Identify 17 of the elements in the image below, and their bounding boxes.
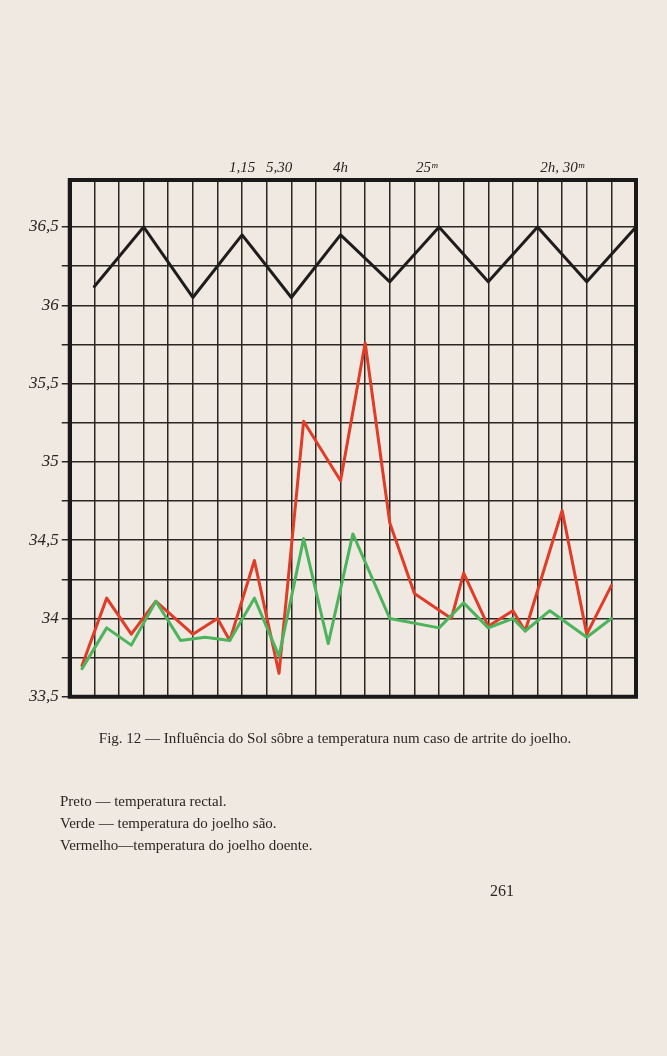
text: Fig. 12 — Influência do Sol sôbre a temperatura num caso de artrite do joelho.: [97, 730, 573, 747]
x-tick-label: 25ᵐ: [416, 158, 439, 175]
y-tick-label: 34,5: [28, 529, 59, 549]
x-tick-label: 4h: [333, 158, 349, 175]
text: 261: [490, 881, 514, 901]
y-tick-label: 34: [40, 607, 60, 627]
x-tick-label: 2h, 30ᵐ: [540, 158, 585, 175]
x-tick-label: 1,15: [228, 158, 256, 175]
text: Preto — temperatura rectal.: [60, 792, 228, 811]
text: Vermelho—temperatura do joelho doente.: [60, 836, 313, 855]
x-tick-label: 5,30: [265, 158, 293, 175]
y-tick-label: 36,5: [28, 216, 59, 236]
y-tick-label: 35,5: [28, 373, 59, 393]
y-tick-label: 35: [40, 451, 59, 471]
y-tick-label: 33,5: [28, 686, 59, 706]
text: Verde — temperatura do joelho são.: [60, 814, 278, 833]
y-tick-label: 36: [40, 294, 60, 314]
